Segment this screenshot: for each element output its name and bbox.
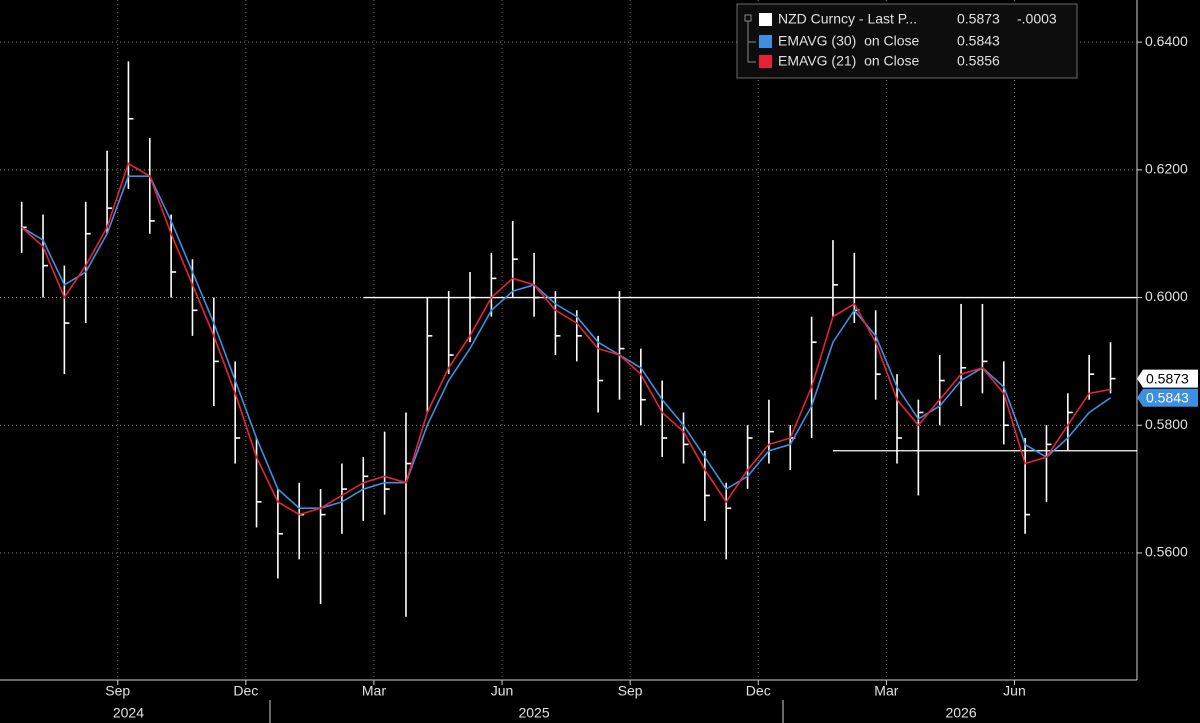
legend-swatch [759,13,772,26]
value-tag [1137,369,1198,388]
y-tick-label: 0.6200 [1145,161,1188,177]
y-tick-label: 0.5800 [1145,416,1188,432]
x-tick-label: Sep [105,683,130,699]
legend-value: 0.5873 [957,11,1000,27]
y-tick-label: 0.5600 [1145,544,1188,560]
legend-box [736,3,1078,79]
x-tick-label: Dec [746,683,771,699]
value-tag-label: 0.5843 [1146,389,1189,405]
legend-value: 0.5843 [957,33,1000,49]
legend-swatch [759,35,772,48]
x-tick-label: Jun [491,683,514,699]
legend-label: EMAVG (30) on Close [778,33,920,49]
x-tick-label: Mar [874,683,898,699]
legend-value: 0.5856 [957,53,1000,69]
year-label: 2026 [945,705,976,721]
value-tag-label: 0.5873 [1146,370,1189,386]
value-tag [1137,388,1198,407]
legend-swatch [759,55,772,68]
ema-line [21,162,1111,516]
year-label: 2025 [518,705,549,721]
x-tick-label: Mar [362,683,386,699]
x-tick-label: Sep [618,683,643,699]
x-tick-label: Jun [1003,683,1026,699]
y-tick-label: 0.6400 [1145,33,1188,49]
legend-tree-icon [747,21,756,63]
year-label: 2024 [113,705,144,721]
legend: NZD Curncy - Last P... 0.5873 -.0003 EMAVG … [736,3,1078,79]
y-tick-label: 0.6000 [1145,288,1188,304]
legend-change: -.0003 [1017,11,1057,27]
x-tick-label: Dec [233,683,258,699]
legend-label: NZD Curncy - Last P... [778,11,917,27]
legend-label: EMAVG (21) on Close [778,53,920,69]
